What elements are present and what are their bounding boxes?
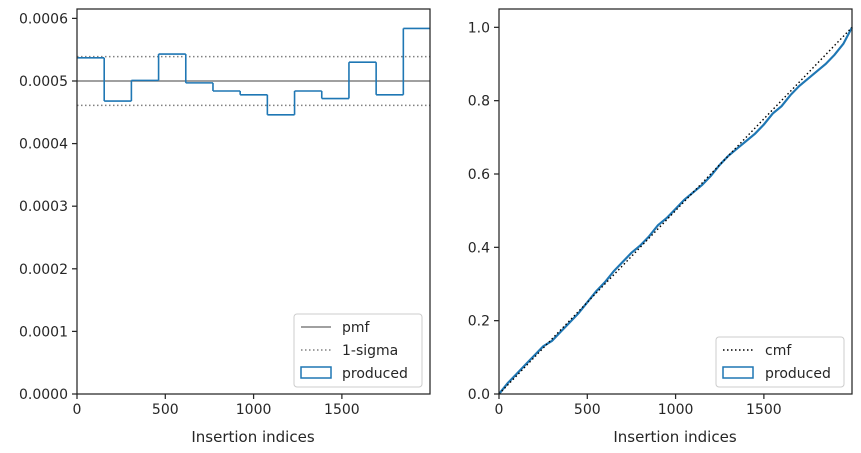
left-plot-area — [77, 27, 430, 116]
cmf-line — [498, 26, 853, 395]
x-tick-label: 1500 — [324, 402, 360, 418]
legend-produced-label: produced — [342, 366, 408, 382]
y-tick-label: 0.0000 — [19, 387, 68, 403]
y-tick-label: 0.0003 — [19, 199, 68, 215]
legend-cmf-label: cmf — [765, 343, 792, 359]
x-tick-label: 0 — [495, 402, 504, 418]
legend-1-sigma-label: 1-sigma — [342, 343, 398, 359]
legend-produced-swatch — [300, 366, 332, 379]
legend-produced-label: produced — [765, 366, 831, 382]
y-tick-label: 0.8 — [468, 94, 490, 110]
y-tick-label: 0.0006 — [19, 11, 68, 27]
y-tick-label: 0.0002 — [19, 262, 68, 278]
legend-produced-swatch — [722, 366, 754, 379]
left-ticks: 0 500 1000 1500 0.0000 0.0001 0.0002 0.0003 0.00… — [19, 11, 360, 418]
y-tick-label: 0.0005 — [19, 74, 68, 90]
x-tick-label: 500 — [152, 402, 179, 418]
y-tick-label: 1.0 — [468, 20, 490, 36]
right-axes-frame — [498, 8, 853, 395]
right-chart: 0 500 1000 1500 0.0 0.2 0.4 0.6 0.8 1.0 Insertion… — [468, 8, 853, 446]
legend-pmf-label: pmf — [342, 320, 371, 336]
produced-cumulative-line — [498, 26, 853, 395]
x-tick-label: 500 — [574, 402, 601, 418]
y-tick-label: 0.0001 — [19, 324, 68, 340]
x-tick-label: 1000 — [236, 402, 272, 418]
x-tick-label: 1000 — [658, 402, 694, 418]
right-plot-area — [498, 26, 853, 395]
right-legend: cmf produced — [715, 336, 845, 388]
left-legend-frame — [293, 313, 423, 388]
y-tick-label: 0.0 — [468, 387, 490, 403]
y-tick-label: 0.6 — [468, 167, 490, 183]
y-tick-label: 0.4 — [468, 240, 490, 256]
right-ticks: 0 500 1000 1500 0.0 0.2 0.4 0.6 0.8 1.0 — [468, 20, 782, 418]
right-x-axis-label: Insertion indices — [613, 428, 736, 446]
y-tick-label: 0.2 — [468, 314, 490, 330]
y-tick-label: 0.0004 — [19, 137, 68, 153]
left-legend: pmf 1-sigma produced — [293, 313, 423, 388]
left-x-axis-label: Insertion indices — [191, 428, 314, 446]
x-tick-label: 0 — [73, 402, 82, 418]
left-chart: 0 500 1000 1500 0.0000 0.0001 0.0002 0.0003 0.00… — [19, 8, 431, 446]
x-tick-label: 1500 — [746, 402, 782, 418]
